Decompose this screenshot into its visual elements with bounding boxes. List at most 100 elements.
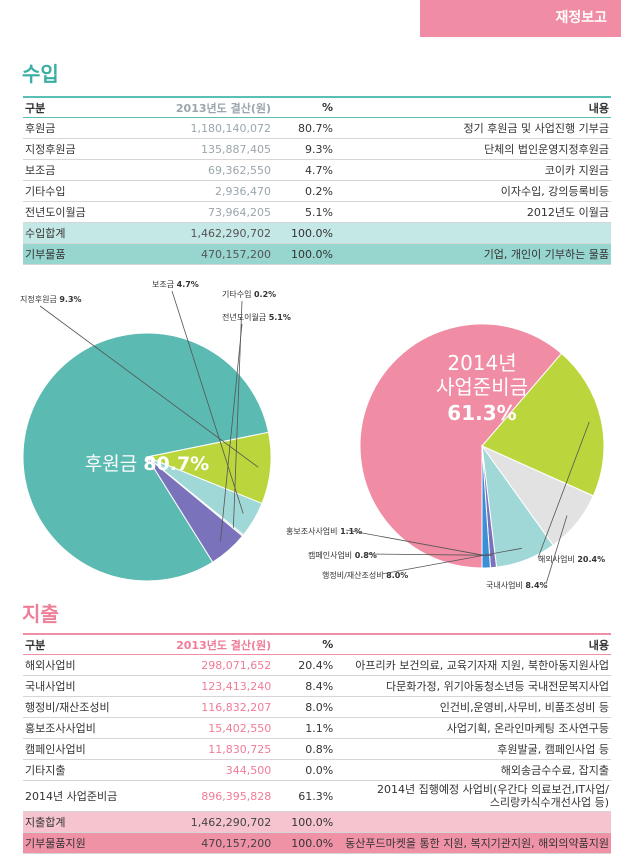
pie-label-value: 1.1% (340, 527, 362, 536)
table-row: 행정비/재산조성비 116,832,207 8.0% 인건비,운영비,사무비, … (23, 696, 611, 718)
row-amount: 135,887,405 (119, 138, 273, 160)
row-percent: 61.3% (273, 780, 336, 812)
header-amount: 2013년도 결산(원) (119, 633, 274, 655)
leader-line (345, 529, 486, 557)
row-percent: 5.1% (273, 201, 335, 223)
pie-label-name: 후원금 (85, 453, 143, 475)
row-category: 해외사업비 (23, 654, 120, 676)
row-percent: 8.0% (273, 696, 336, 718)
total-desc (335, 222, 611, 244)
total-row: 지출합계 1,462,290,702 100.0% (23, 811, 611, 833)
row-amount: 2,936,470 (119, 180, 273, 202)
row-amount: 73,964,205 (119, 201, 273, 223)
total-category: 지출합계 (23, 811, 120, 833)
row-percent: 4.7% (273, 159, 335, 181)
row-percent: 20.4% (273, 654, 336, 676)
total-row: 수입합계 1,462,290,702 100.0% (23, 222, 611, 244)
row-percent: 1.1% (273, 717, 336, 739)
total-percent: 100.0% (273, 811, 336, 833)
income-pie-chart (22, 332, 272, 582)
pie-label-name: 홍보조사사업비 (286, 526, 340, 536)
row-category: 국내사업비 (23, 675, 120, 697)
row-category: 기타수입 (23, 180, 119, 202)
pie-label-value: 8.4% (525, 581, 547, 590)
table-row: 기타지출 344,500 0.0% 해외송금수수료, 잡지출 (23, 759, 611, 781)
row-category: 보조금 (23, 159, 119, 181)
pie-label-name: 보조금 (152, 280, 177, 289)
pie-slice (481, 352, 605, 497)
row-desc: 이자수입, 강의등록비등 (335, 180, 611, 202)
row-desc: 아프리카 보건의료, 교육기자재 지원, 북한아동지원사업 (335, 654, 611, 676)
total-desc (335, 811, 611, 833)
row-desc: 코이카 지원금 (335, 159, 611, 181)
donation-desc: 동산푸드마켓을 통한 지원, 복지기관지원, 해외의약품지원 (335, 832, 611, 854)
header-desc: 내용 (335, 96, 611, 118)
total-percent: 100.0% (273, 222, 335, 244)
row-percent: 80.7% (273, 117, 335, 139)
pie-big-label: 사업준비금 (436, 375, 528, 399)
row-percent: 9.3% (273, 138, 335, 160)
pie-slice (481, 445, 491, 569)
pie-label: 국내사업비 8.4% (486, 581, 548, 590)
pie-label: 기타수입 0.2% (222, 290, 276, 299)
pie-label: 전년도이월금 5.1% (222, 312, 291, 322)
row-desc-line1: 2014년 집행예정 사업비(우간다 의료보건,IT사업/ (377, 783, 609, 796)
expense-table: 구분 2013년도 결산(원) % 내용 해외사업비 298,071,652 2… (23, 633, 611, 854)
row-percent: 0.2% (273, 180, 335, 202)
table-row: 보조금 69,362,550 4.7% 코이카 지원금 (23, 159, 611, 181)
row-desc: 해외송금수수료, 잡지출 (335, 759, 611, 781)
table-header-row: 구분 2013년도 결산(원) % 내용 (23, 96, 611, 118)
row-amount: 1,180,140,072 (119, 117, 273, 139)
header-percent: % (273, 633, 336, 655)
total-amount: 1,462,290,702 (119, 222, 273, 244)
row-category: 지정후원금 (23, 138, 119, 160)
donation-category: 기부물품 (23, 243, 119, 265)
expense-title: 지출 (22, 602, 59, 626)
pie-label: 캠페인사업비 0.8% (308, 550, 377, 560)
donation-row: 기부물품 470,157,200 100.0% 기업, 개인이 기부하는 물품 (23, 243, 611, 265)
pie-label-value: 8.0% (386, 571, 408, 580)
row-category: 2014년 사업준비금 (23, 780, 120, 812)
table-row: 캠페인사업비 11,830,725 0.8% 후원발굴, 캠페인사업 등 (23, 738, 611, 760)
section-tag: 재정보고 (420, 0, 621, 37)
header-category: 구분 (23, 96, 119, 118)
header-category: 구분 (23, 633, 120, 655)
table-header-row: 구분 2013년도 결산(원) % 내용 (23, 633, 611, 655)
pie-label-value: 0.2% (254, 290, 276, 299)
pie-big-label: 61.3% (447, 401, 516, 425)
row-desc-line2: 스리랑카식수개선사업 등) (489, 796, 609, 809)
leader-line (537, 421, 590, 559)
pie-label-value: 9.3% (59, 295, 81, 304)
pie-big-label: 2014년 (447, 351, 516, 375)
pie-label-name: 해외사업비 (538, 554, 577, 564)
leader-line (367, 553, 493, 556)
income-table: 구분 2013년도 결산(원) % 내용 후원금 1,180,140,072 8… (23, 96, 611, 265)
leader-line (39, 305, 259, 468)
row-desc: 사업기획, 온라인마케팅 조사연구등 (335, 717, 611, 739)
row-category: 후원금 (23, 117, 119, 139)
total-amount: 1,462,290,702 (119, 811, 274, 833)
row-desc: 2012년도 이월금 (335, 201, 611, 223)
leader-line (220, 323, 243, 542)
pie-label-value: 0.8% (355, 551, 377, 560)
table-row: 지정후원금 135,887,405 9.3% 단체의 법인운영지정후원금 (23, 138, 611, 160)
row-desc: 단체의 법인운영지정후원금 (335, 138, 611, 160)
row-amount: 15,402,550 (119, 717, 274, 739)
pie-label: 행정비/재산조성비 8.0% (322, 570, 408, 580)
table-row: 해외사업비 298,071,652 20.4% 아프리카 보건의료, 교육기자재… (23, 654, 611, 676)
table-row: 홍보조사사업비 15,402,550 1.1% 사업기획, 온라인마케팅 조사연… (23, 717, 611, 739)
pie-label-value: 4.7% (177, 280, 199, 289)
leader-line (381, 547, 522, 575)
row-desc: 2014년 집행예정 사업비(우간다 의료보건,IT사업/ 스리랑카식수개선사업… (335, 780, 611, 812)
table-row: 기타수입 2,936,470 0.2% 이자수입, 강의등록비등 (23, 180, 611, 202)
row-category: 전년도이월금 (23, 201, 119, 223)
donation-row: 기부물품지원 470,157,200 100.0% 동산푸드마켓을 통한 지원,… (23, 832, 611, 854)
row-category: 홍보조사사업비 (23, 717, 120, 739)
pie-label-value: 5.1% (269, 313, 291, 322)
row-amount: 69,362,550 (119, 159, 273, 181)
table-row: 2014년 사업준비금 896,395,828 61.3% 2014년 집행예정… (23, 780, 611, 812)
row-percent: 8.4% (273, 675, 336, 697)
row-amount: 116,832,207 (119, 696, 274, 718)
pie-label-name: 국내사업비 (486, 581, 525, 590)
